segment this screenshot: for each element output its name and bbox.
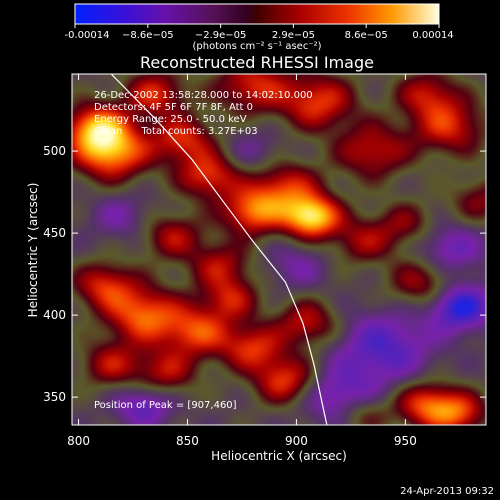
chart-title: Reconstructed RHESSI Image: [140, 53, 374, 72]
x-tick-label: 800: [67, 434, 90, 448]
colorbar: [74, 3, 440, 25]
y-tick-label: 350: [43, 390, 66, 404]
colorbar-unit-label: (photons cm⁻² s⁻¹ asec⁻²): [192, 41, 321, 52]
axis-ticks: 800 850 900 950 350 400 450 500: [43, 74, 486, 448]
colorbar-tick-label: −2.9e−05: [195, 30, 247, 41]
info-energy-range: Energy Range: 25.0 - 50.0 keV: [94, 114, 247, 125]
info-time-range: 26-Dec-2002 13:58:28.000 to 14:02:10.000: [94, 90, 313, 101]
x-axis-label: Heliocentric X (arcsec): [211, 449, 347, 463]
y-tick-label: 400: [43, 308, 66, 322]
colorbar-ticks: -0.00014 −8.6e−05 −2.9e−05 2.9e−05 8.6e−05 0.…: [65, 24, 454, 41]
plot-frame: [71, 73, 487, 426]
y-tick-label: 500: [43, 144, 66, 158]
info-detectors: Detectors: 4F 5F 6F 7F 8F, Att 0: [94, 102, 253, 113]
x-tick-label: 950: [394, 434, 417, 448]
solar-limb-line: [110, 74, 328, 425]
colorbar-tick-label: 8.6e−05: [345, 30, 388, 41]
colorbar-tick-label: -0.00014: [65, 30, 110, 41]
colorbar-tick-label: 2.9e−05: [272, 30, 315, 41]
y-tick-label: 450: [43, 226, 66, 240]
colorbar-tick-label: −8.6e−05: [122, 30, 174, 41]
heatmap-image: [72, 74, 486, 425]
peak-position-label: Position of Peak = [907,460]: [94, 400, 237, 411]
x-tick-label: 850: [176, 434, 199, 448]
info-block: 26-Dec-2002 13:58:28.000 to 14:02:10.000…: [94, 90, 313, 137]
x-tick-label: 900: [285, 434, 308, 448]
footer-timestamp: 24-Apr-2013 09:32: [400, 486, 494, 497]
y-axis-label: Heliocentric Y (arcsec): [26, 183, 40, 318]
colorbar-tick-label: 0.00014: [412, 30, 453, 41]
info-total-counts: Clean Total counts: 3.27E+03: [94, 126, 258, 137]
